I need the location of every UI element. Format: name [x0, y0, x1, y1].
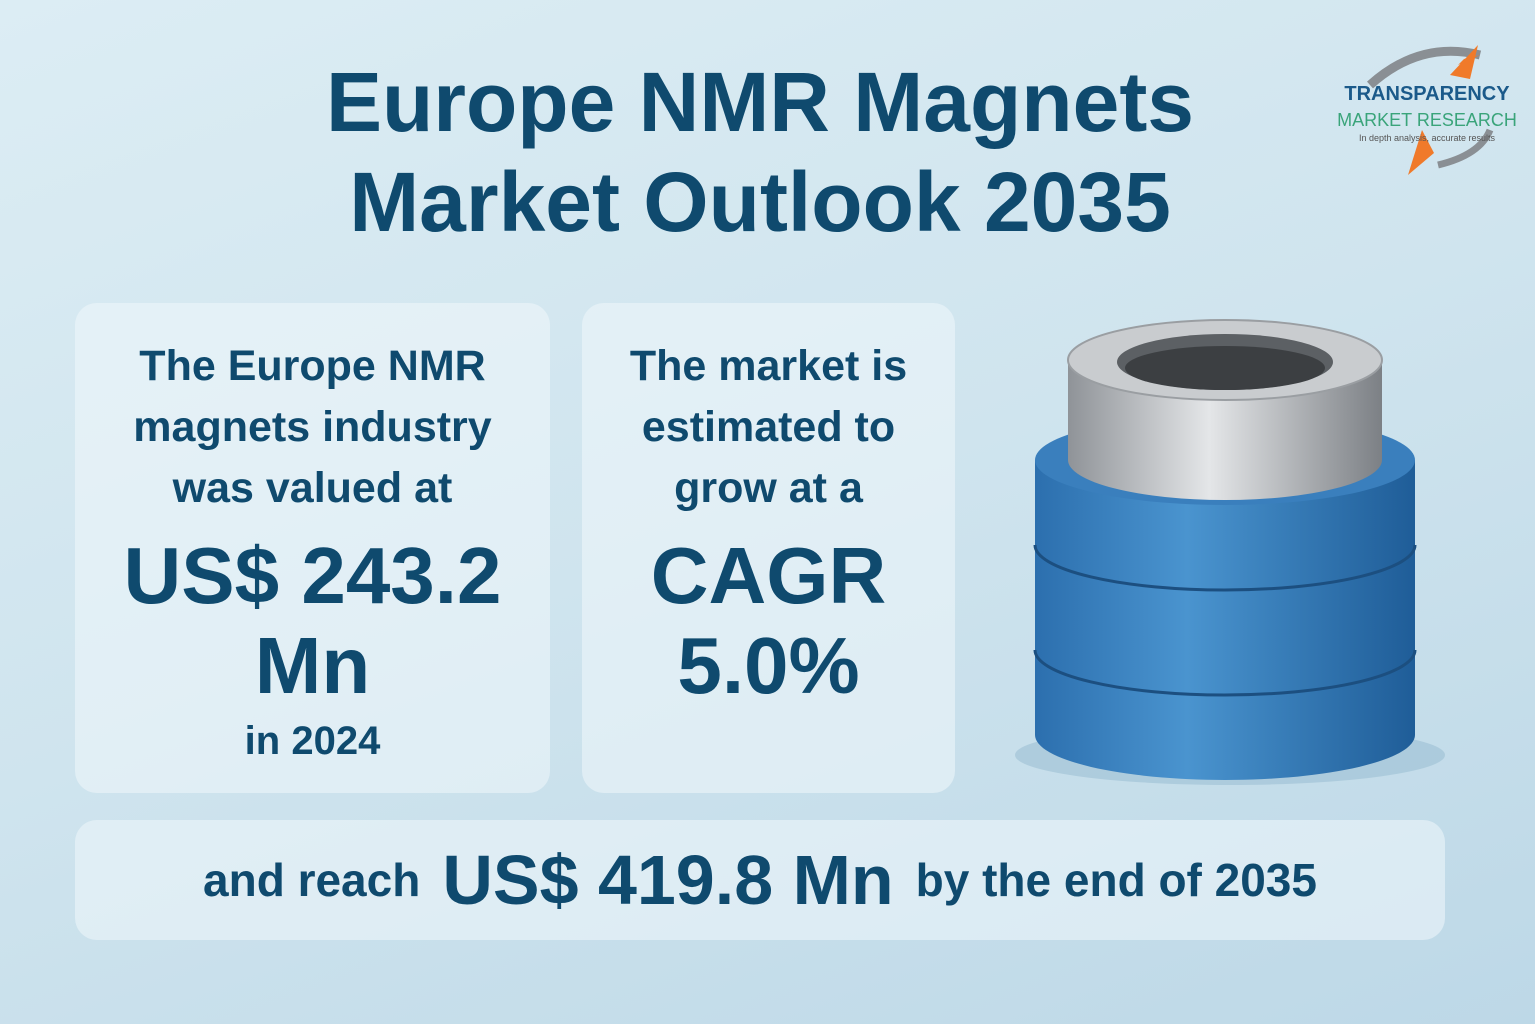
- card-text: magnets industry: [133, 403, 492, 451]
- band: [1033, 649, 1417, 697]
- card-text: was valued at: [172, 464, 453, 512]
- title: Europe NMR Magnets Market Outlook 2035: [0, 52, 1535, 252]
- card-text: The market is: [629, 342, 908, 390]
- banner-highlight: US$ 419.8 Mn: [442, 841, 894, 919]
- card-text: estimated to: [641, 403, 896, 451]
- logo-swoosh: [1437, 128, 1494, 169]
- title-line: Europe NMR Magnets: [325, 55, 1195, 149]
- magnet-body: [1035, 460, 1415, 780]
- banner: and reach US$ 419.8 Mn by the end of 203…: [75, 820, 1445, 940]
- logo-name: TRANSPARENCY: [1344, 83, 1510, 105]
- logo: TRANSPARENCY MARKET RESEARCH In depth an…: [1337, 45, 1517, 175]
- banner-text: and reach: [203, 854, 421, 906]
- logo-arrow: [1458, 55, 1480, 65]
- banner-text: by the end of 2035: [915, 854, 1317, 906]
- card-highlight: CAGR: [650, 531, 887, 620]
- band: [1033, 544, 1417, 592]
- card-highlight: US$ 243.2: [123, 531, 502, 620]
- card-text: grow at a: [674, 464, 863, 512]
- logo-swoosh: [1366, 46, 1482, 89]
- card-text: The Europe NMR: [139, 342, 486, 390]
- logo-subname: MARKET RESEARCH: [1337, 110, 1517, 130]
- card-footer: in 2024: [244, 719, 381, 763]
- growth-card: The market is estimated to grow at a CAG…: [582, 303, 955, 793]
- magnet-illustration: [1015, 319, 1445, 785]
- logo-arrow: [1408, 130, 1434, 175]
- title-line: Market Outlook 2035: [349, 155, 1171, 249]
- card-highlight: Mn: [254, 621, 371, 710]
- ring-hole-inner: [1125, 346, 1325, 390]
- card-highlight: 5.0%: [677, 621, 860, 710]
- value-card: The Europe NMR magnets industry was valu…: [75, 303, 550, 793]
- logo-tagline: In depth analysis, accurate results: [1359, 133, 1496, 143]
